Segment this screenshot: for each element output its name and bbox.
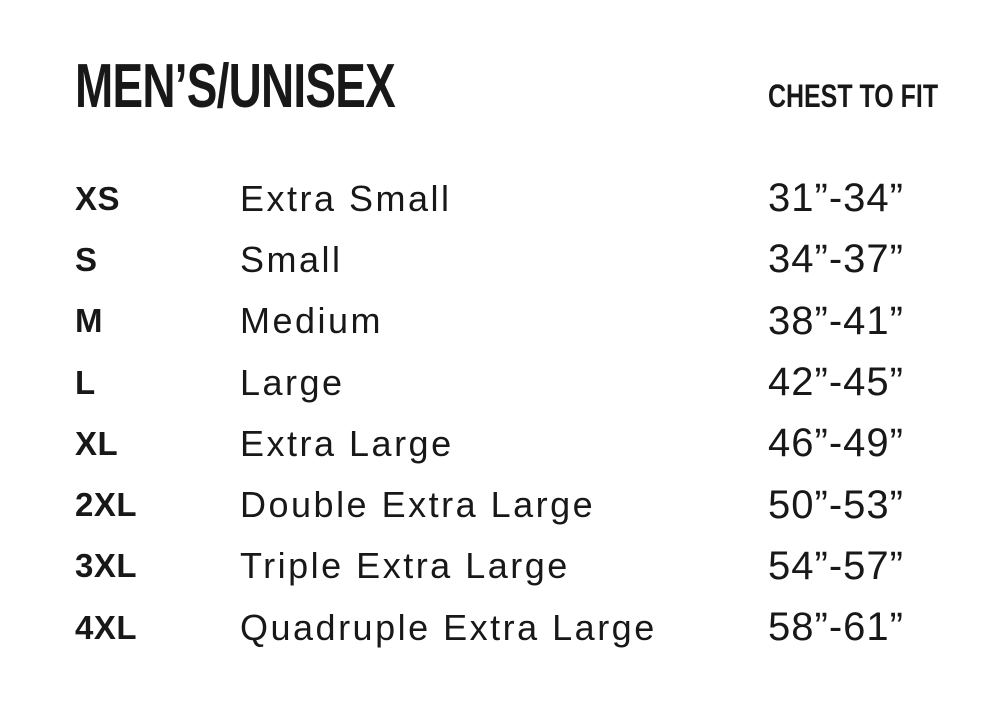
table-row: S Small 34”-37” [0, 229, 1000, 290]
chest-to-fit-header: CHEST TO FIT [767, 78, 938, 114]
table-row: XL Extra Large 46”-49” [0, 413, 1000, 474]
table-row: M Medium 38”-41” [0, 291, 1000, 352]
table-row: 4XL Quadruple Extra Large 58”-61” [0, 597, 1000, 658]
page-title: MEN’S/UNISEX [75, 52, 396, 121]
table-row: XS Extra Small 31”-34” [0, 168, 1000, 229]
chest-range: 31”-34” [768, 176, 904, 221]
table-row: L Large 42”-45” [0, 352, 1000, 413]
size-code: 3XL [75, 547, 138, 585]
chest-range: 50”-53” [768, 482, 904, 527]
size-code: 4XL [75, 608, 138, 646]
size-name: Double Extra Large [240, 484, 596, 526]
size-name: Large [240, 361, 345, 403]
size-name: Medium [240, 300, 384, 342]
chest-range: 38”-41” [768, 298, 904, 343]
size-table: XS Extra Small 31”-34” S Small 34”-37” M… [0, 168, 1000, 658]
size-code: L [75, 363, 96, 401]
chest-range: 46”-49” [768, 421, 904, 466]
size-name: Quadruple Extra Large [240, 606, 657, 648]
size-code: 2XL [75, 486, 138, 524]
size-code: XL [75, 424, 119, 462]
table-row: 2XL Double Extra Large 50”-53” [0, 474, 1000, 535]
size-code: S [75, 240, 98, 278]
size-name: Extra Large [240, 422, 454, 464]
chest-range: 58”-61” [768, 605, 904, 650]
size-name: Triple Extra Large [240, 545, 570, 587]
chest-range: 34”-37” [768, 237, 904, 282]
size-name: Extra Small [240, 177, 452, 219]
chest-range: 42”-45” [768, 360, 904, 405]
table-row: 3XL Triple Extra Large 54”-57” [0, 536, 1000, 597]
size-name: Small [240, 238, 343, 280]
size-code: M [75, 302, 103, 340]
chest-range: 54”-57” [768, 543, 904, 588]
size-code: XS [75, 179, 121, 217]
